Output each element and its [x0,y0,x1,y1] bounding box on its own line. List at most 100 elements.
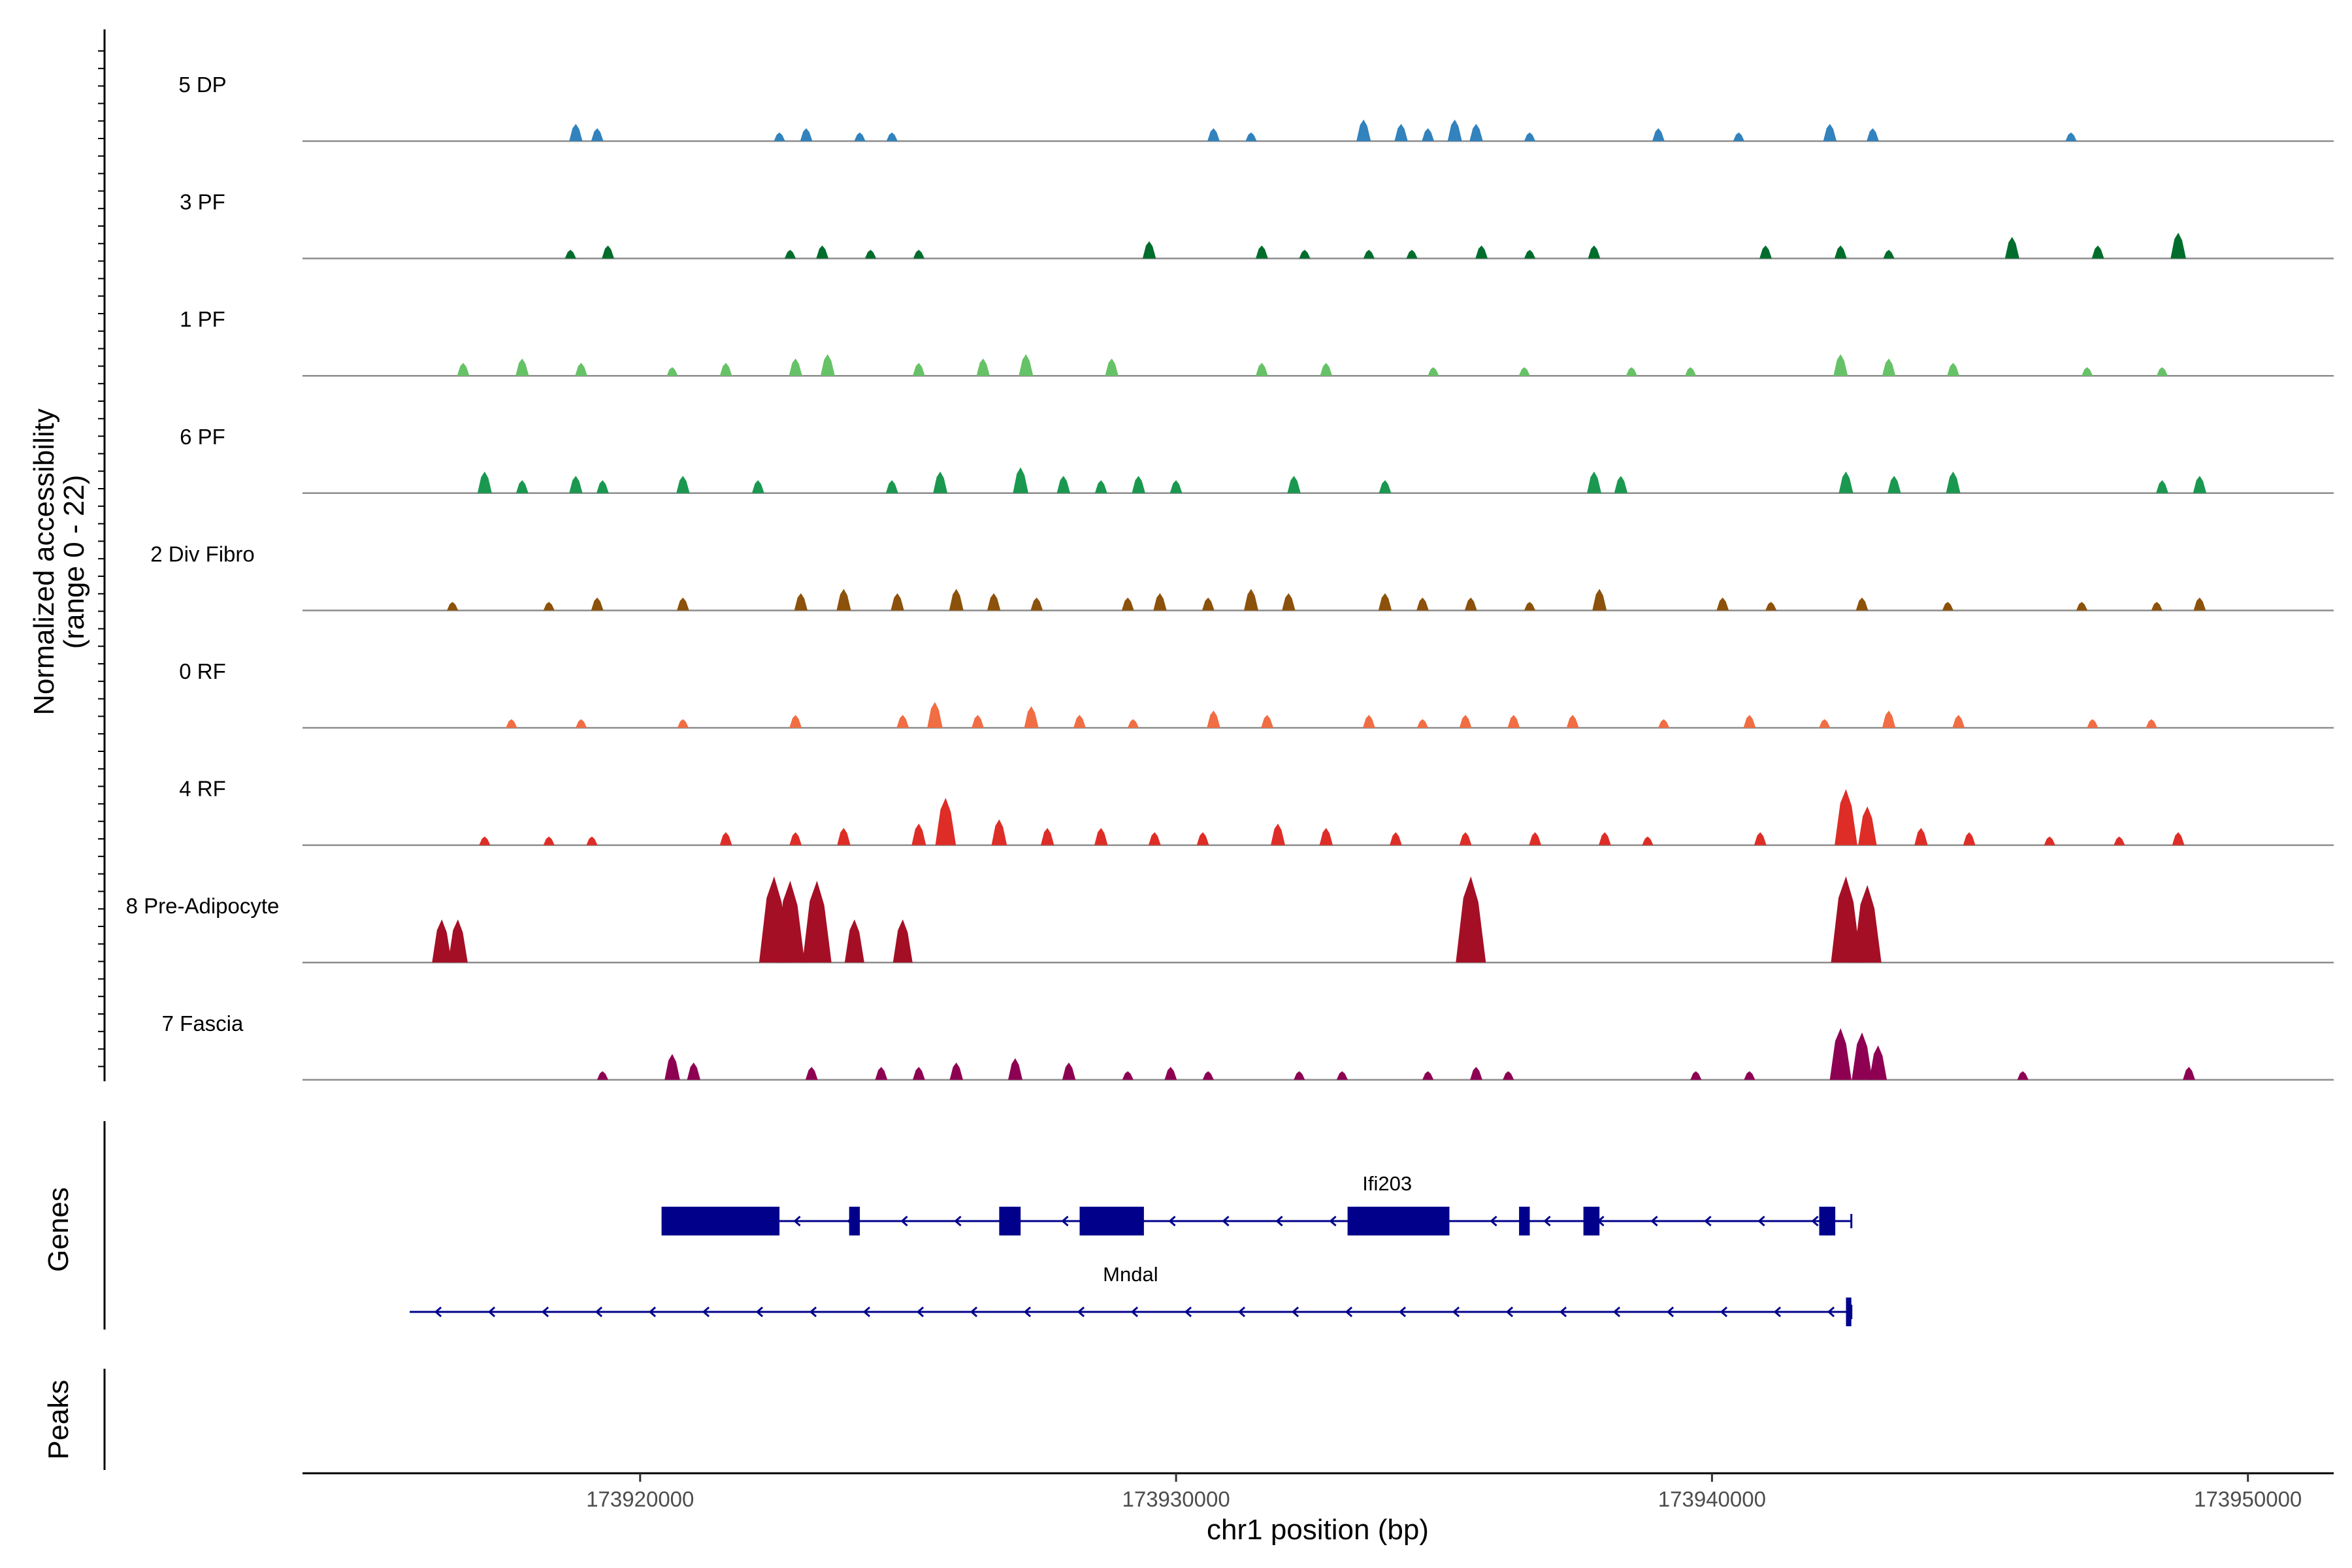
coverage-peak [2004,237,2019,259]
gene-strand-arrow [1704,1215,1712,1227]
coverage-peak [1378,593,1392,611]
coverage-peak [1524,250,1536,259]
coverage-peak [719,363,732,376]
track-label: 0 RF [179,659,226,683]
coverage-peak [1294,1071,1305,1080]
coverage-peak [1833,354,1848,376]
coverage-peak [1524,602,1536,611]
gene-strand-arrow [434,1306,442,1318]
gene-exon [661,1207,780,1235]
x-tick-label: 173930000 [1122,1487,1230,1511]
coverage-peak [1503,1071,1514,1080]
coverage-peak [2172,832,2185,845]
gene-strand-arrow [755,1306,764,1318]
track-label: 7 Fascia [162,1011,244,1036]
coverage-peak [447,602,459,611]
gene-strand-arrow [487,1306,496,1318]
gene-strand-arrow [1773,1306,1782,1318]
coverage-peak [913,1067,925,1080]
coverage-peak [586,836,598,845]
coverage-peak [1202,1071,1214,1080]
coverage-peak [515,480,529,493]
coverage-peak [1282,593,1296,611]
coverage-track: 2 Div Fibro [150,542,2334,612]
coverage-peak [1829,1028,1852,1080]
gene-strand-arrow [862,1306,871,1318]
coverage-peak [2183,1067,2195,1080]
coverage-peak [1947,363,1959,376]
coverage-peak [1121,597,1134,611]
coverage-peak [1507,715,1520,728]
coverage-peak [2156,367,2168,376]
coverage-peak [991,819,1007,845]
gene-exon [1846,1298,1852,1326]
coverage-peak [1094,828,1108,845]
coverage-peak [1148,832,1161,845]
coverage-peak [719,832,732,845]
coverage-peak [1073,715,1086,728]
coverage-track: 0 RF [179,659,2334,729]
coverage-peak [1024,706,1039,728]
gene-strand-arrow [1345,1306,1353,1318]
y-axis-title-line1: Normalized accessibility [28,408,60,715]
coverage-peak [1320,363,1333,376]
track-label: 2 Div Fibro [150,542,255,566]
gene-strand-arrow [1452,1306,1460,1318]
coverage-peak [1201,597,1215,611]
coverage-peak [591,128,604,141]
x-tick-label: 173950000 [2194,1487,2302,1511]
gene-strand-arrow [916,1306,924,1318]
coverage-peak [1518,367,1530,376]
coverage-peak [1838,471,1854,493]
coverage-peak [1853,885,1882,963]
gene-strand-arrow [1811,1215,1819,1227]
coverage-peak [1887,476,1901,493]
coverage-peak [1765,602,1777,611]
coverage-peak [949,589,964,611]
coverage-peak [1566,715,1579,728]
coverage-peak [1459,832,1472,845]
coverage-peak [2091,245,2104,259]
coverage-peak [2114,836,2125,845]
y-axis-title-line2: (range 0 - 22) [58,475,90,649]
gene-strand-arrow [702,1306,710,1318]
coverage-peak [1244,589,1258,611]
gene-strand-arrow [1291,1306,1299,1318]
coverage-peak [1587,471,1601,493]
coverage-peak [1127,719,1139,728]
coverage-peak [1614,476,1628,493]
gene-strand-arrow [1061,1215,1069,1227]
coverage-peak [1416,597,1429,611]
track-label: 4 RF [179,777,226,801]
coverage-peak [1008,1058,1022,1080]
coverage-peak [1094,480,1107,493]
y-axis-title: Normalized accessibility (range 0 - 22) [28,408,90,715]
coverage-peak [1245,132,1257,141]
coverage-peak [2087,719,2099,728]
gene-strand-arrow [1490,1215,1497,1227]
coverage-peak [2017,1071,2029,1080]
peaks-panel: Peaks [42,1369,106,1470]
coverage-peak [1733,132,1744,141]
coverage-peak [569,123,583,141]
coverage-peak [1319,828,1333,845]
coverage-peak [1625,367,1637,376]
coverage-peak [1406,250,1418,259]
coverage-peak [836,589,851,611]
coverage-peak [1299,250,1311,259]
coverage-peak [1652,128,1665,141]
gene-strand-arrow [1612,1306,1621,1318]
coverage-peak [800,128,813,141]
coverage-peak [1390,832,1402,845]
coverage-peak [892,919,913,963]
coverage-peak [1716,597,1729,611]
coverage-peak [1459,715,1472,728]
coverage-peak [805,1067,818,1080]
gene-exon [1819,1207,1836,1235]
coverage-peak [976,358,990,376]
coverage-peak [596,1071,608,1080]
gene-exon [1583,1207,1600,1235]
gene-strand-arrow [1543,1215,1551,1227]
gene-strand-arrow [1666,1306,1674,1318]
coverage-peak [1529,832,1542,845]
